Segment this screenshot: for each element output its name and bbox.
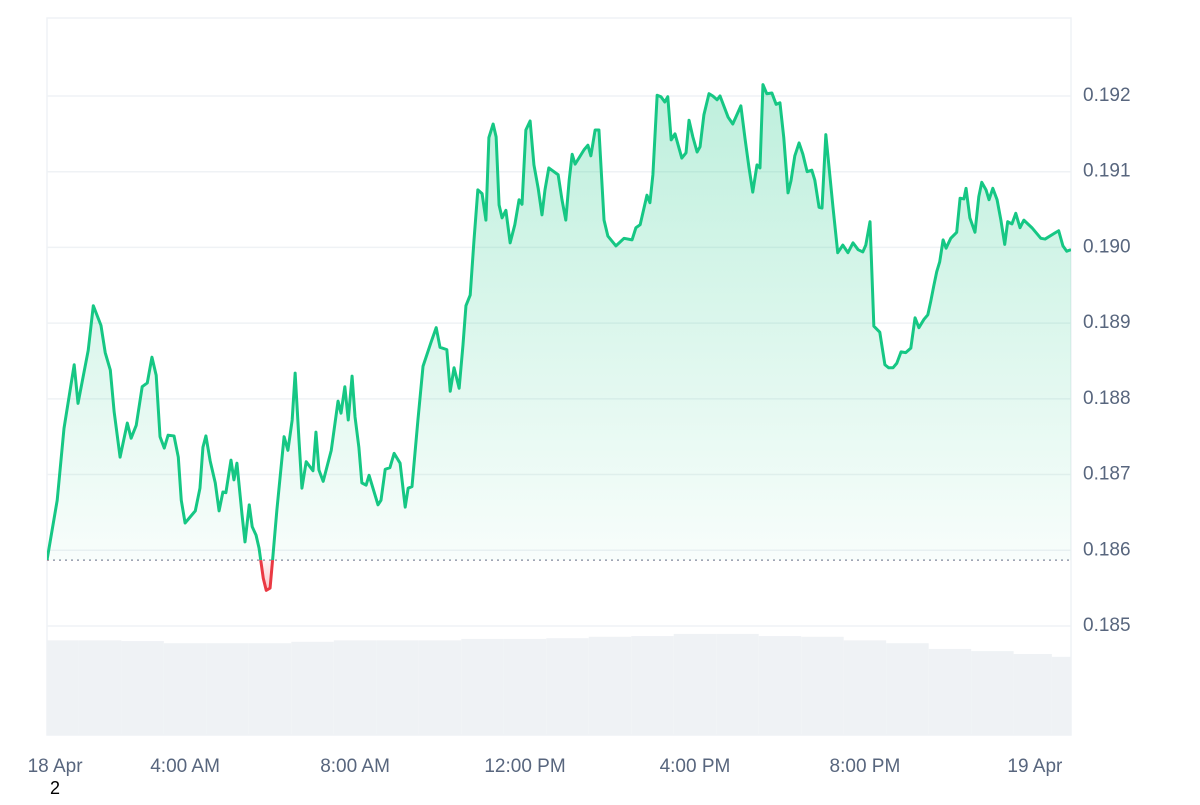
labels-layer: 2 0.185 0.186 0.187 0.188 0.189 0.190 0.191 0.1… xyxy=(28,85,1131,798)
y-tick-label: 0.189 xyxy=(1083,312,1131,333)
volume-bar xyxy=(206,643,249,735)
volume-bar xyxy=(1051,656,1071,735)
x-tick-label: 4:00 PM xyxy=(660,756,731,777)
volume-layer xyxy=(47,633,1071,735)
y-tick-label: 0.192 xyxy=(1083,85,1131,106)
volume-bar xyxy=(588,636,632,735)
volume-bar xyxy=(843,640,887,735)
annotation: 2 xyxy=(50,778,60,798)
area-up xyxy=(47,84,1071,561)
volume-bar xyxy=(333,640,377,735)
volume-bar xyxy=(1013,653,1052,735)
price-layer xyxy=(47,83,1071,592)
x-tick-label: 4:00 AM xyxy=(150,756,220,777)
price-line-up xyxy=(47,83,1071,561)
volume-bar xyxy=(546,638,589,735)
volume-bar xyxy=(163,643,207,735)
volume-bar xyxy=(47,640,79,735)
volume-bar xyxy=(376,640,419,735)
y-tick-label: 0.187 xyxy=(1083,464,1131,485)
volume-bar xyxy=(631,636,674,735)
x-tick-label: 12:00 PM xyxy=(484,756,565,777)
volume-bar xyxy=(758,636,802,735)
volume-bar xyxy=(78,640,122,735)
x-tick-label: 8:00 PM xyxy=(830,756,901,777)
volume-bar xyxy=(716,633,759,735)
y-tick-label: 0.185 xyxy=(1083,615,1131,636)
volume-bar xyxy=(461,638,504,735)
y-tick-label: 0.191 xyxy=(1083,161,1131,182)
volume-bar xyxy=(971,651,1014,735)
volume-bar xyxy=(503,638,547,735)
x-tick-label: 18 Apr xyxy=(28,756,84,777)
volume-bar xyxy=(673,633,717,735)
volume-bar xyxy=(801,636,844,735)
x-tick-label: 8:00 AM xyxy=(320,756,390,777)
volume-bar xyxy=(248,643,292,735)
y-tick-label: 0.188 xyxy=(1083,388,1131,409)
volume-bar xyxy=(418,640,462,735)
y-tick-label: 0.190 xyxy=(1083,236,1131,257)
volume-bar xyxy=(886,643,929,735)
y-tick-label: 0.186 xyxy=(1083,539,1131,560)
volume-bar xyxy=(928,648,972,735)
volume-bar xyxy=(121,641,164,735)
volume-bar xyxy=(291,641,334,735)
x-tick-label: 19 Apr xyxy=(1007,756,1063,777)
